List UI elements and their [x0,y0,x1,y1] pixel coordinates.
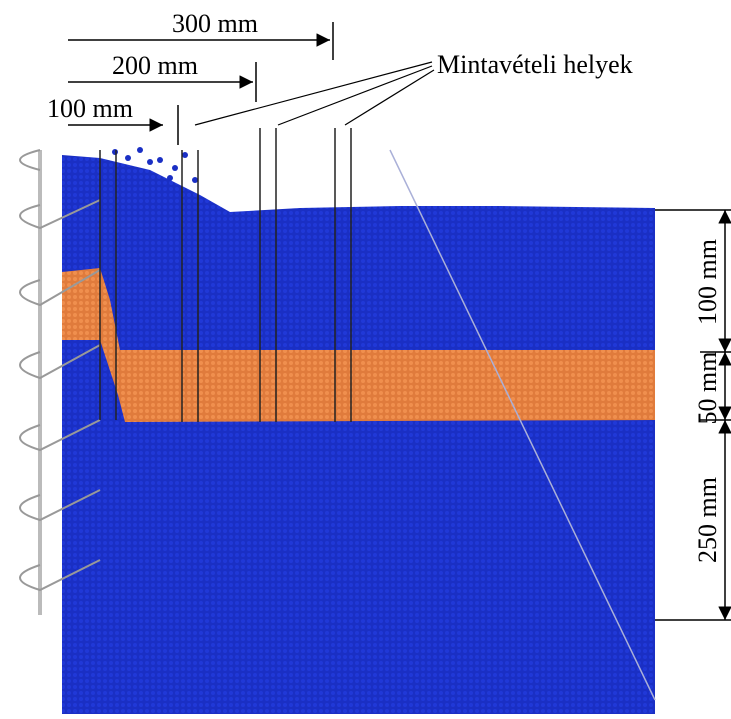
blue-material [62,155,655,714]
dimension-label: 300 mm [172,9,258,38]
dimension-label: 50 mm [693,352,722,425]
sampling-tubes [99,128,352,422]
leader-lines [194,61,435,126]
screw [19,149,101,615]
dimension-label: 250 mm [693,477,722,563]
dimension-label: 100 mm [47,94,133,123]
side-dimension-lines [655,209,731,621]
loose-particles [112,147,198,183]
sampling-label: Mintavételi helyek [437,50,633,79]
dimension-label: 200 mm [112,51,198,80]
diagonal-line [389,149,656,701]
top-dimension-lines [68,22,334,145]
dimension-label: 100 mm [693,239,722,325]
orange-layer [62,268,655,422]
